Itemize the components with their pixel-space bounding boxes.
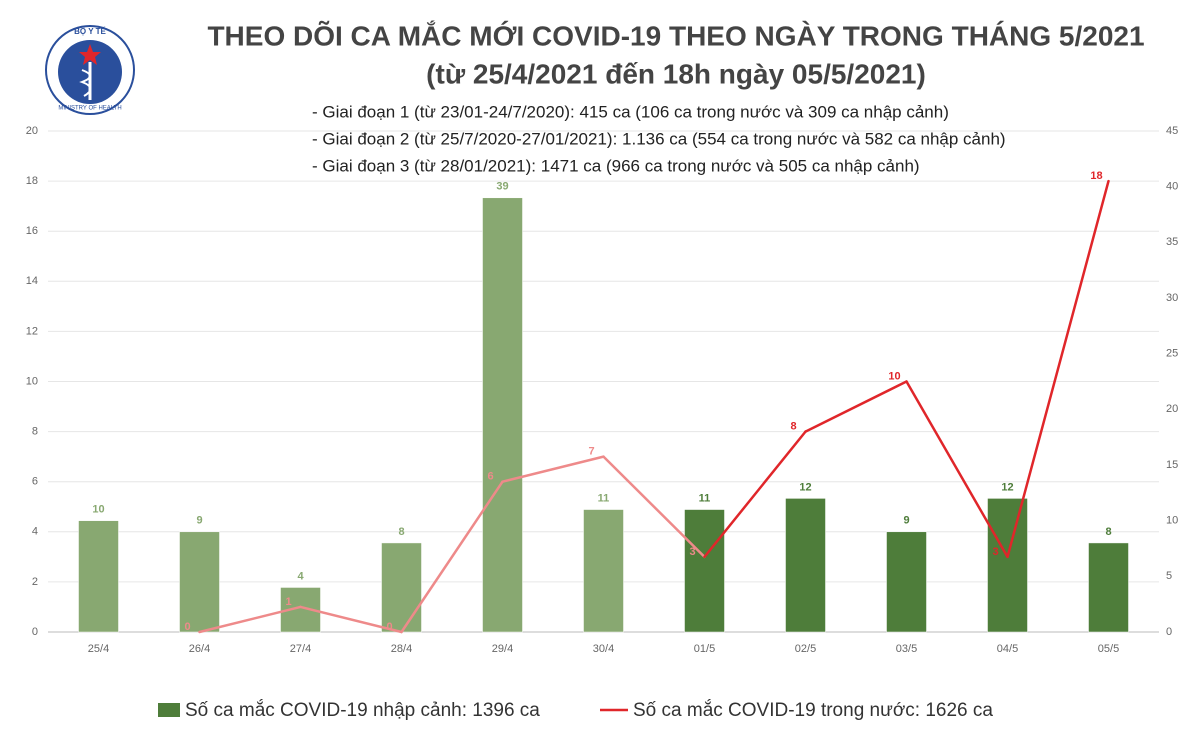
- data-label: 11: [598, 492, 610, 504]
- y-tick-label: 8: [32, 426, 38, 438]
- bar: [381, 542, 422, 633]
- data-label: 6: [487, 471, 493, 483]
- annotation: - Giai đoạn 1 (từ 23/01-24/7/2020): 415 …: [312, 102, 949, 121]
- data-label: 18: [1090, 170, 1102, 182]
- y-tick-label: 4: [32, 526, 38, 538]
- data-label: 39: [496, 181, 508, 193]
- bar: [179, 531, 220, 633]
- y2-tick-label: 45: [1166, 125, 1178, 137]
- annotation: - Giai đoạn 3 (từ 28/01/2021): 1471 ca (…: [312, 156, 920, 175]
- bar: [886, 531, 927, 633]
- data-label: 0: [386, 621, 392, 633]
- legend-label: Số ca mắc COVID-19 trong nước: 1626 ca: [633, 699, 993, 721]
- logo-star: [79, 44, 101, 65]
- y2-tick-label: 35: [1166, 236, 1178, 248]
- data-label: 0: [184, 621, 190, 633]
- x-tick-label: 25/4: [88, 643, 109, 655]
- y2-tick-label: 15: [1166, 459, 1178, 471]
- y-tick-label: 2: [32, 576, 38, 588]
- bar: [1088, 542, 1129, 633]
- line-segment: [804, 380, 908, 433]
- x-tick-label: 30/4: [593, 643, 614, 655]
- logo: BỘ Y TẾ MINISTRY OF HEALTH: [45, 25, 135, 115]
- y2-tick-label: 40: [1166, 181, 1178, 193]
- data-label: 9: [196, 515, 202, 527]
- chart-subtitle: (từ 25/4/2021 đến 18h ngày 05/5/2021): [426, 58, 926, 89]
- data-label: 12: [799, 481, 811, 493]
- data-label: 8: [398, 526, 404, 538]
- y2-tick-label: 5: [1166, 570, 1172, 582]
- y-tick-label: 10: [26, 375, 38, 387]
- bar: [785, 498, 826, 633]
- y-tick-label: 16: [26, 225, 38, 237]
- data-label: 10: [92, 504, 104, 516]
- line-segment: [198, 605, 302, 634]
- annotation: - Giai đoạn 2 (từ 25/7/2020-27/01/2021):…: [312, 129, 1006, 148]
- data-label: 11: [699, 492, 711, 504]
- line-segment: [299, 605, 403, 634]
- data-label: 9: [903, 515, 909, 527]
- x-tick-label: 04/5: [997, 643, 1018, 655]
- x-tick-label: 02/5: [795, 643, 816, 655]
- y2-tick-label: 0: [1166, 626, 1172, 638]
- bar: [583, 509, 624, 633]
- bar: [78, 520, 119, 633]
- y-tick-label: 6: [32, 476, 38, 488]
- bar: [684, 509, 725, 633]
- logo-snake: [79, 69, 92, 97]
- y-tick-label: 14: [26, 275, 38, 287]
- x-tick-label: 29/4: [492, 643, 513, 655]
- y2-tick-label: 20: [1166, 403, 1178, 415]
- legend-swatch: [158, 703, 180, 717]
- y-tick-label: 20: [26, 125, 38, 137]
- line-segment: [501, 455, 605, 483]
- data-label: 1: [285, 596, 291, 608]
- bar: [987, 498, 1028, 633]
- data-label: 10: [888, 370, 900, 382]
- logo-bottom: MINISTRY OF HEALTH: [58, 106, 121, 112]
- line-segment: [905, 380, 1009, 559]
- x-tick-label: 26/4: [189, 643, 210, 655]
- line-segment: [602, 455, 706, 559]
- data-label: 3: [689, 546, 695, 558]
- y-tick-label: 0: [32, 626, 38, 638]
- x-tick-label: 01/5: [694, 643, 715, 655]
- data-label: 4: [297, 570, 304, 582]
- line-segment: [703, 430, 807, 559]
- x-tick-label: 27/4: [290, 643, 311, 655]
- y-tick-label: 12: [26, 325, 38, 337]
- y-tick-label: 18: [26, 175, 38, 187]
- y2-tick-label: 25: [1166, 348, 1178, 360]
- logo-top: BỘ Y TẾ: [74, 26, 106, 36]
- data-label: 8: [790, 421, 796, 433]
- data-label: 7: [588, 446, 594, 458]
- y2-tick-label: 10: [1166, 515, 1178, 527]
- x-tick-label: 03/5: [896, 643, 917, 655]
- x-tick-label: 28/4: [391, 643, 412, 655]
- bar: [482, 197, 523, 633]
- data-label: 3: [992, 546, 998, 558]
- line-segment: [1006, 179, 1110, 559]
- data-label: 12: [1001, 481, 1013, 493]
- data-label: 8: [1105, 526, 1111, 538]
- x-tick-label: 05/5: [1098, 643, 1119, 655]
- y2-tick-label: 30: [1166, 292, 1178, 304]
- chart-title: THEO DÕI CA MẮC MỚI COVID-19 THEO NGÀY T…: [207, 20, 1144, 51]
- legend-label: Số ca mắc COVID-19 nhập cảnh: 1396 ca: [185, 699, 540, 721]
- line-segment: [400, 480, 504, 634]
